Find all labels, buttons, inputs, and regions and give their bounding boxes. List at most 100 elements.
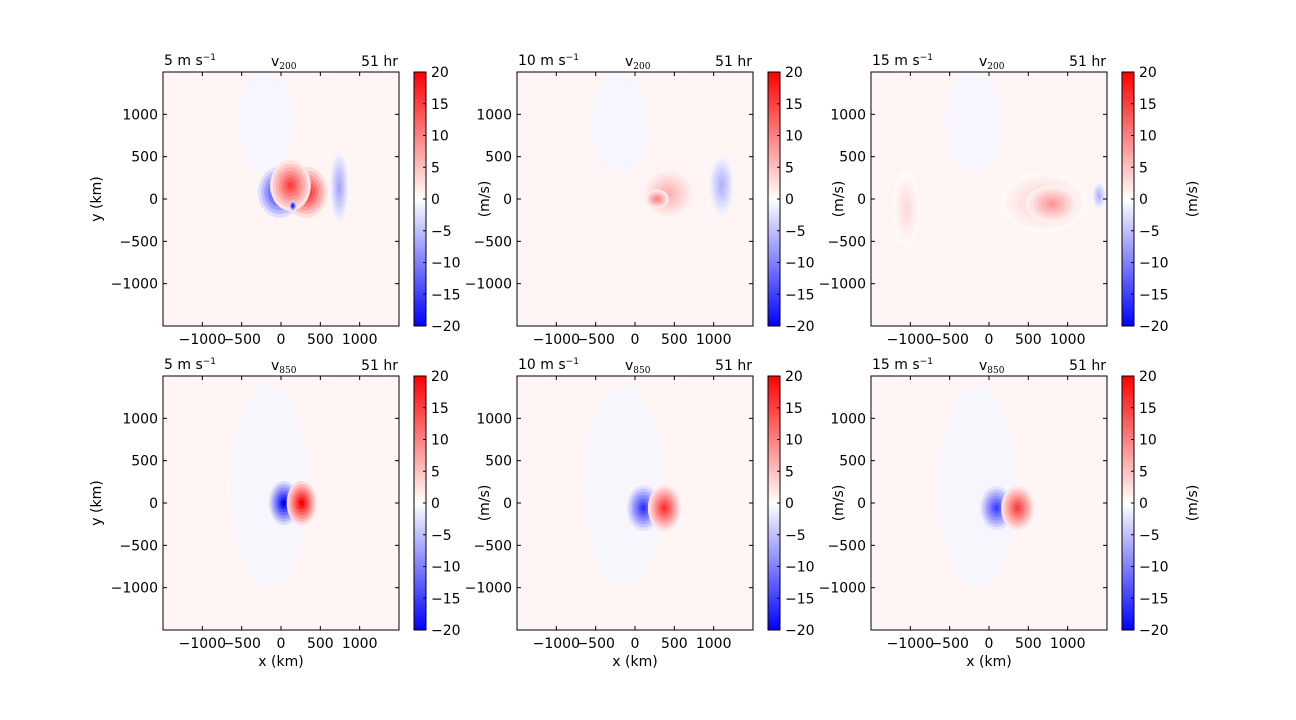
colorbar-label: (m/s) bbox=[1185, 485, 1201, 522]
x-tick-label: 500 bbox=[1015, 332, 1042, 348]
field-patch bbox=[292, 205, 294, 207]
x-tick-label: −1000 bbox=[179, 332, 226, 348]
colorbar-tick-label: −15 bbox=[431, 591, 461, 607]
colorbar-tick-label: 5 bbox=[785, 160, 794, 176]
x-tick-label: −1000 bbox=[533, 636, 580, 652]
colorbar-tick-label: 15 bbox=[785, 401, 803, 417]
velocity-field bbox=[871, 376, 1107, 630]
colorbar-tick-label: 0 bbox=[785, 496, 794, 512]
variable-label: v850 bbox=[625, 358, 651, 376]
field-pos-lobe bbox=[661, 504, 667, 512]
colorbar-tick-label: −20 bbox=[1139, 319, 1169, 335]
time-label: 51 hr bbox=[715, 54, 752, 70]
field-patch bbox=[337, 182, 341, 193]
y-tick-label: 500 bbox=[839, 150, 866, 166]
x-tick-label: −1000 bbox=[887, 332, 934, 348]
velocity-field bbox=[517, 72, 753, 326]
variable-name: v bbox=[271, 54, 279, 70]
variable-name: v bbox=[979, 54, 987, 70]
variable-name: v bbox=[271, 358, 279, 374]
colorbar-tick-label: −15 bbox=[785, 287, 815, 303]
colorbar-tick-label: 15 bbox=[785, 97, 803, 113]
x-tick-label: 500 bbox=[307, 332, 334, 348]
y-tick-label: −500 bbox=[120, 234, 158, 250]
x-axis-label: x (km) bbox=[612, 654, 657, 670]
x-tick-label: −500 bbox=[576, 332, 614, 348]
colorbar-tick-label: 15 bbox=[431, 401, 449, 417]
shear-label: 15 m s−1 bbox=[872, 357, 933, 373]
x-tick-label: −500 bbox=[930, 332, 968, 348]
x-tick-label: −1000 bbox=[887, 636, 934, 652]
colorbar-tick-label: 0 bbox=[1139, 496, 1148, 512]
y-tick-label: −500 bbox=[120, 538, 158, 554]
time-label: 51 hr bbox=[1069, 54, 1106, 70]
x-tick-label: 1000 bbox=[342, 636, 378, 652]
y-axis-label: y (km) bbox=[89, 176, 105, 221]
y-tick-label: 1000 bbox=[476, 411, 512, 427]
colorbar-tick-label: −10 bbox=[785, 560, 815, 576]
colorbar-tick-label: 20 bbox=[1139, 65, 1157, 81]
field-pos-lobe bbox=[1015, 504, 1020, 512]
colorbar-tick-label: 5 bbox=[1139, 160, 1148, 176]
variable-level: 850 bbox=[987, 366, 1004, 376]
colorbar-tick-label: −20 bbox=[1139, 623, 1169, 639]
colorbar-tick-label: 10 bbox=[431, 433, 449, 449]
y-tick-label: 500 bbox=[485, 454, 512, 470]
variable-level: 850 bbox=[279, 366, 296, 376]
colorbar-tick-label: 0 bbox=[431, 496, 440, 512]
y-tick-label: 500 bbox=[131, 150, 158, 166]
y-tick-label: 0 bbox=[149, 496, 158, 512]
colorbar-tick-label: −5 bbox=[785, 528, 806, 544]
x-tick-label: 0 bbox=[277, 332, 286, 348]
variable-name: v bbox=[625, 54, 633, 70]
colorbar-tick-label: −5 bbox=[1139, 224, 1160, 240]
colorbar-tick-label: 0 bbox=[1139, 192, 1148, 208]
field-pos-lobe bbox=[299, 499, 304, 507]
colorbar-tick-label: 20 bbox=[1139, 369, 1157, 385]
y-tick-label: 1000 bbox=[476, 107, 512, 123]
time-label: 51 hr bbox=[361, 358, 398, 374]
variable-label: v200 bbox=[271, 54, 297, 72]
field-patch bbox=[719, 181, 724, 190]
variable-level: 850 bbox=[633, 366, 650, 376]
time-label: 51 hr bbox=[361, 54, 398, 70]
x-axis-label: x (km) bbox=[966, 654, 1011, 670]
colorbar-tick-label: −5 bbox=[431, 224, 452, 240]
shear-label: 10 m s−1 bbox=[518, 53, 579, 69]
x-tick-label: 1000 bbox=[1050, 332, 1086, 348]
field-weak-neg bbox=[944, 72, 1002, 174]
field-weak-neg bbox=[236, 72, 294, 174]
colorbar-tick-label: −20 bbox=[431, 623, 461, 639]
x-tick-label: 500 bbox=[661, 636, 688, 652]
colorbar-tick-label: 15 bbox=[1139, 401, 1157, 417]
field-patch bbox=[655, 197, 659, 201]
y-tick-label: −1000 bbox=[819, 581, 866, 597]
colorbar-tick-label: −15 bbox=[1139, 287, 1169, 303]
field-weak-neg bbox=[937, 384, 1017, 588]
colorbar-label: (m/s) bbox=[477, 181, 493, 218]
x-tick-label: 0 bbox=[631, 332, 640, 348]
field-patch bbox=[1048, 201, 1056, 207]
x-tick-label: −500 bbox=[222, 332, 260, 348]
colorbar-tick-label: 5 bbox=[1139, 464, 1148, 480]
variable-label: v850 bbox=[979, 358, 1005, 376]
field-weak-neg bbox=[583, 384, 663, 588]
y-tick-label: 500 bbox=[485, 150, 512, 166]
x-tick-label: 0 bbox=[985, 332, 994, 348]
y-tick-label: 1000 bbox=[122, 107, 158, 123]
x-tick-label: 1000 bbox=[342, 332, 378, 348]
field-patch bbox=[904, 203, 909, 215]
colorbar-tick-label: −5 bbox=[1139, 528, 1160, 544]
shear-value: 5 m s bbox=[164, 357, 203, 373]
velocity-field bbox=[871, 72, 1107, 326]
shear-value: 15 m s bbox=[872, 357, 920, 373]
variable-level: 200 bbox=[633, 62, 650, 72]
time-label: 51 hr bbox=[715, 358, 752, 374]
